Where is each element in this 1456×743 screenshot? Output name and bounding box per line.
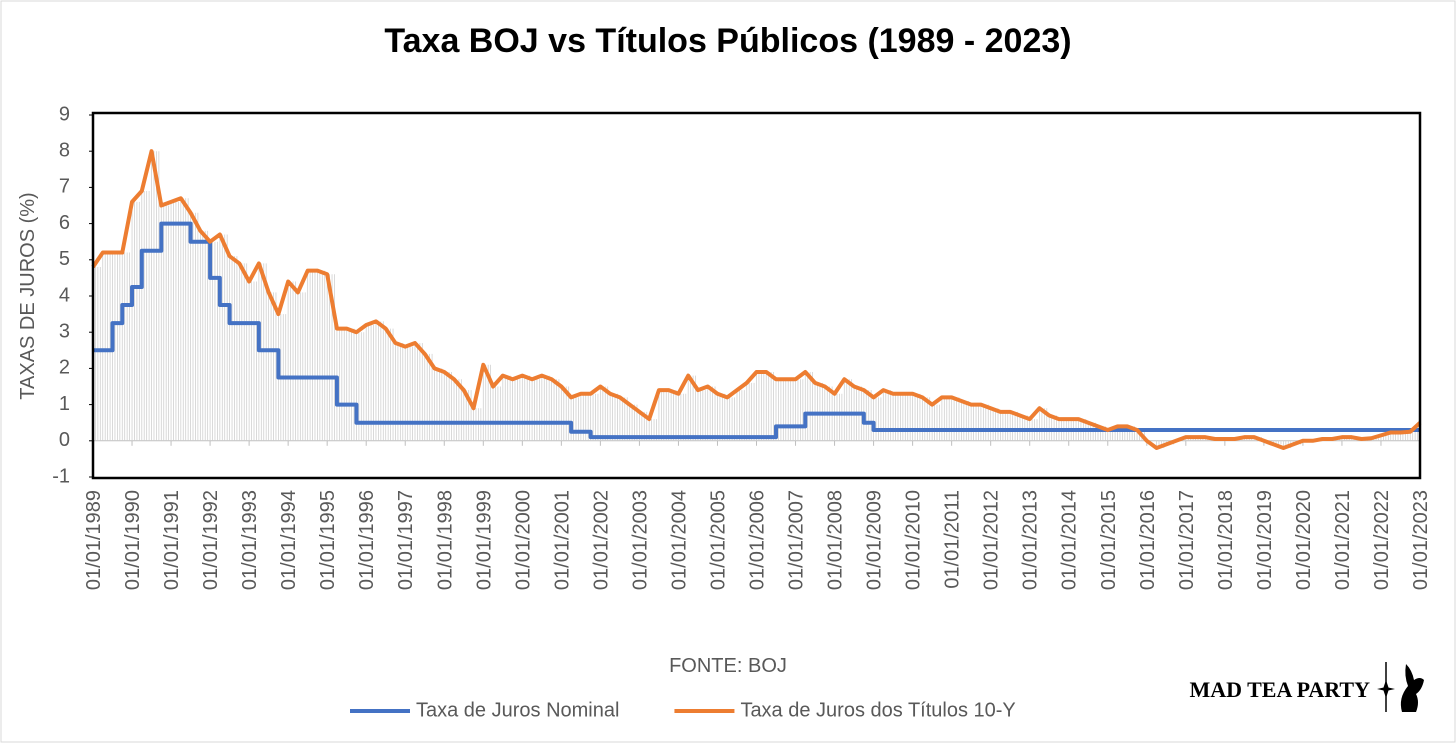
x-tick-label: 01/01/1998 [434, 490, 456, 590]
y-tick-label: 6 [59, 212, 70, 234]
x-tick-label: 01/01/2014 [1059, 490, 1081, 590]
x-tick-label: 01/01/2021 [1332, 490, 1354, 590]
x-tick-label: 01/01/2022 [1371, 490, 1393, 590]
x-tick-label: 01/01/1999 [473, 490, 495, 590]
y-tick-label: 1 [59, 393, 70, 415]
x-tick-label: 01/01/2001 [551, 490, 573, 590]
x-tick-label: 01/01/2008 [825, 490, 847, 590]
x-tick-label: 01/01/1995 [317, 490, 339, 590]
x-tick-label: 01/01/1993 [239, 490, 261, 590]
legend-label: Taxa de Juros dos Títulos 10-Y [740, 699, 1015, 721]
y-tick-label: 4 [59, 284, 70, 306]
y-tick-label: 0 [59, 429, 70, 451]
x-tick-label: 01/01/2010 [903, 490, 925, 590]
y-tick-label: 8 [59, 139, 70, 161]
x-axis-label: FONTE: BOJ [669, 655, 787, 677]
x-tick-label: 01/01/1989 [83, 490, 105, 590]
y-tick-label: 3 [59, 320, 70, 342]
y-axis-label: TAXAS DE JUROS (%) [17, 192, 39, 399]
x-tick-label: 01/01/2006 [747, 490, 769, 590]
x-tick-label: 01/01/2012 [981, 490, 1003, 590]
x-tick-label: 01/01/1997 [395, 490, 417, 590]
x-tick-label: 01/01/2015 [1098, 490, 1120, 590]
x-tick-label: 01/01/2011 [942, 490, 964, 589]
x-tick-label: 01/01/1991 [161, 490, 183, 590]
x-tick-label: 01/01/1994 [278, 490, 300, 590]
x-tick-label: 01/01/2009 [864, 490, 886, 590]
legend-label: Taxa de Juros Nominal [416, 699, 619, 721]
x-tick-label: 01/01/2023 [1410, 490, 1432, 590]
x-tick-label: 01/01/2020 [1293, 490, 1315, 590]
y-tick-label: 2 [59, 357, 70, 379]
legend: Taxa de Juros Nominal Taxa de Juros dos T… [350, 699, 1016, 721]
x-tick-label: 01/01/2017 [1176, 490, 1198, 590]
watermark-logo [1377, 662, 1424, 712]
x-tick-label: 01/01/2019 [1254, 490, 1276, 590]
plot-area [89, 114, 1422, 478]
x-tick-label: 01/01/2007 [786, 490, 808, 590]
x-tick-label: 01/01/2005 [707, 490, 729, 590]
x-tick-label: 01/01/2002 [590, 490, 612, 590]
plot-border [91, 111, 1422, 480]
x-tick-label: 01/01/2016 [1137, 490, 1159, 590]
x-tick-label: 01/01/1990 [122, 490, 144, 590]
x-tick-label: 01/01/2003 [629, 490, 651, 590]
watermark: MAD TEA PARTY [1189, 677, 1370, 702]
x-tick-label: 01/01/2000 [512, 490, 534, 590]
x-tick-label: 01/01/2013 [1020, 490, 1042, 590]
x-tick-label: 01/01/1992 [200, 490, 222, 590]
y-tick-label: 5 [59, 248, 70, 270]
y-tick-label: 7 [59, 176, 70, 198]
series-line [93, 221, 1420, 440]
y-tick-label: 9 [59, 103, 70, 125]
series-line [91, 149, 1422, 451]
y-tick-label: -1 [52, 465, 70, 487]
x-tick-label: 01/01/2004 [668, 490, 690, 590]
chart-title: Taxa BOJ vs Títulos Públicos (1989 - 202… [384, 22, 1071, 60]
x-tick-label: 01/01/2018 [1215, 490, 1237, 590]
x-tick-label: 01/01/1996 [356, 490, 378, 590]
